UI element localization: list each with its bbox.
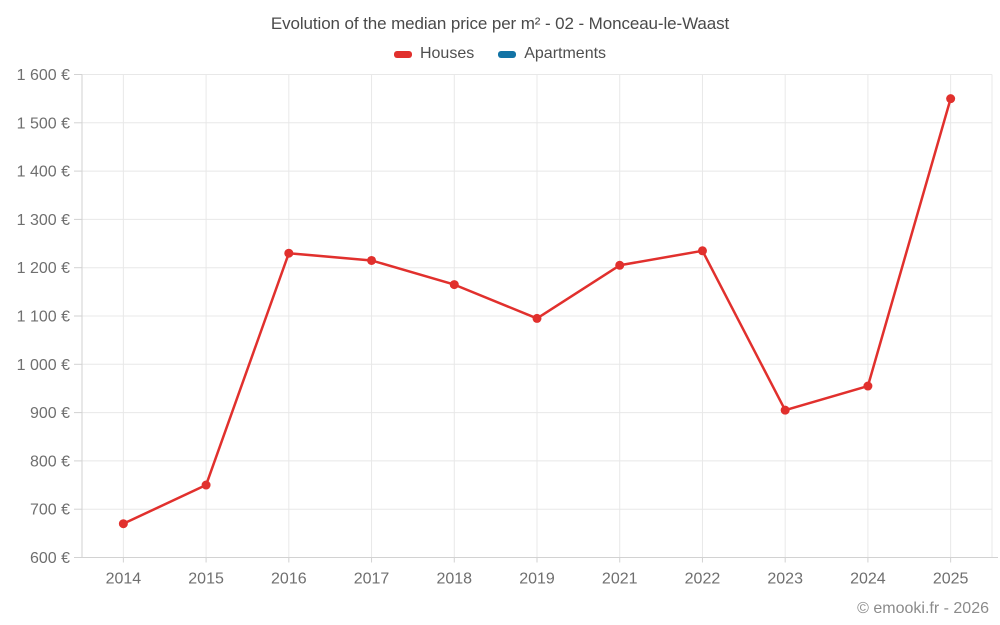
- houses-point-2025[interactable]: [946, 94, 956, 104]
- axes: [74, 74, 998, 563]
- x-axis-label: 2019: [519, 571, 555, 588]
- legend-item-apartments[interactable]: Apartments: [498, 45, 606, 63]
- houses-point-2021[interactable]: [615, 260, 625, 270]
- y-axis-label: 1 600 €: [17, 67, 70, 84]
- legend-item-houses[interactable]: Houses: [393, 45, 475, 63]
- x-axis-label: 2022: [685, 571, 721, 588]
- houses-point-2019[interactable]: [532, 313, 542, 323]
- apartments-legend-swatch: [498, 50, 517, 58]
- x-axis-label: 2025: [933, 571, 969, 588]
- houses-point-2014[interactable]: [118, 519, 128, 529]
- legend-label-apartments: Apartments: [524, 45, 607, 62]
- houses-point-2016[interactable]: [284, 248, 294, 258]
- y-axis-label: 1 500 €: [17, 115, 70, 132]
- x-axis-label: 2017: [354, 571, 390, 588]
- x-axis-label: 2023: [767, 571, 803, 588]
- y-axis-label: 1 000 €: [17, 357, 70, 374]
- x-axis-label: 2018: [436, 571, 472, 588]
- chart-title: Evolution of the median price per m² - 0…: [270, 14, 730, 33]
- y-axis-label: 600 €: [30, 550, 70, 567]
- houses-series: [118, 94, 956, 529]
- houses-point-2018[interactable]: [449, 280, 459, 290]
- y-axis-label: 1 200 €: [17, 260, 70, 277]
- x-axis-label: 2024: [850, 571, 886, 588]
- y-axis-label: 800 €: [30, 453, 70, 470]
- copyright-credit: © emooki.fr - 2026: [857, 600, 989, 617]
- x-axis-label: 2014: [106, 571, 142, 588]
- legend: Houses Apartments: [0, 45, 1000, 63]
- axis-labels: 600 € 700 € 800 € 900 € 1 000 € 1 100 € 1 200 …: [17, 67, 969, 588]
- y-axis-label: 700 €: [30, 502, 70, 519]
- houses-point-2022[interactable]: [697, 246, 707, 256]
- x-axis-label: 2016: [271, 571, 307, 588]
- legend-label-houses: Houses: [419, 45, 475, 62]
- houses-point-2023[interactable]: [780, 405, 790, 415]
- houses-point-2024[interactable]: [863, 381, 873, 391]
- y-axis-label: 1 400 €: [17, 164, 70, 181]
- y-axis-label: 900 €: [30, 405, 70, 422]
- x-axis-label: 2015: [188, 571, 224, 588]
- y-axis-label: 1 100 €: [17, 309, 70, 326]
- houses-legend-swatch: [393, 50, 412, 58]
- houses-point-2017[interactable]: [367, 255, 377, 265]
- x-axis-label: 2021: [602, 571, 638, 588]
- houses-point-2015[interactable]: [201, 480, 211, 490]
- y-axis-label: 1 300 €: [17, 212, 70, 229]
